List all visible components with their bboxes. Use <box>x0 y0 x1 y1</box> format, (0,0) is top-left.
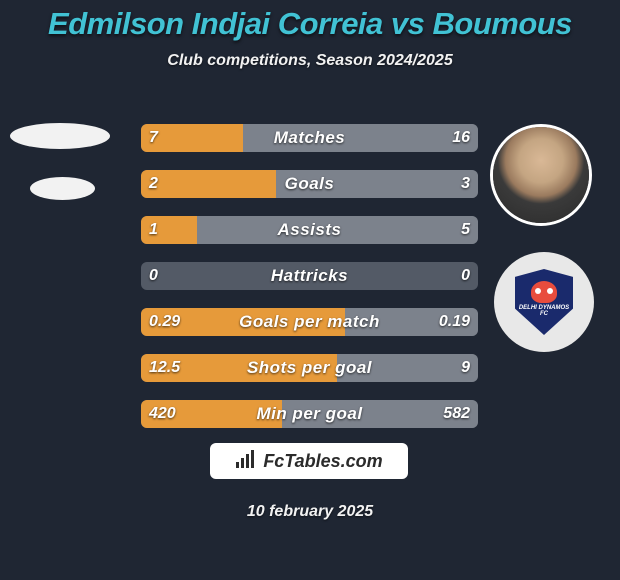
stat-row: 23Goals <box>141 170 478 198</box>
comparison-title: Edmilson Indjai Correia vs Boumous <box>0 0 620 42</box>
shield-text: DELHI DYNAMOS FC <box>515 305 573 317</box>
bars-icon <box>235 450 257 473</box>
player-left-ellipse-2 <box>30 177 95 200</box>
comparison-subtitle: Club competitions, Season 2024/2025 <box>0 52 620 70</box>
stat-label: Goals <box>141 170 478 198</box>
stat-label: Hattricks <box>141 262 478 290</box>
stat-rows: 716Matches 23Goals 15Assists 00Hattricks 0.2… <box>141 124 478 446</box>
shield-icon: DELHI DYNAMOS FC <box>515 269 573 335</box>
stat-row: 0.290.19Goals per match <box>141 308 478 336</box>
comparison-date: 10 february 2025 <box>0 503 620 521</box>
shield-face-icon <box>531 281 557 303</box>
stat-label: Assists <box>141 216 478 244</box>
club-right-badge: DELHI DYNAMOS FC <box>494 252 594 352</box>
stat-label: Matches <box>141 124 478 152</box>
player-right-avatar <box>490 124 592 226</box>
player-left-ellipse-1 <box>10 123 110 149</box>
logo-text: FcTables.com <box>263 451 382 472</box>
stat-row: 12.59Shots per goal <box>141 354 478 382</box>
stat-label: Goals per match <box>141 308 478 336</box>
stat-row: 420582Min per goal <box>141 400 478 428</box>
fctables-logo: FcTables.com <box>210 443 408 479</box>
stat-row: 716Matches <box>141 124 478 152</box>
stat-label: Shots per goal <box>141 354 478 382</box>
stat-label: Min per goal <box>141 400 478 428</box>
club-badge-graphic: DELHI DYNAMOS FC <box>494 252 594 352</box>
stat-row: 15Assists <box>141 216 478 244</box>
player-photo-placeholder <box>493 127 589 223</box>
stat-row: 00Hattricks <box>141 262 478 290</box>
